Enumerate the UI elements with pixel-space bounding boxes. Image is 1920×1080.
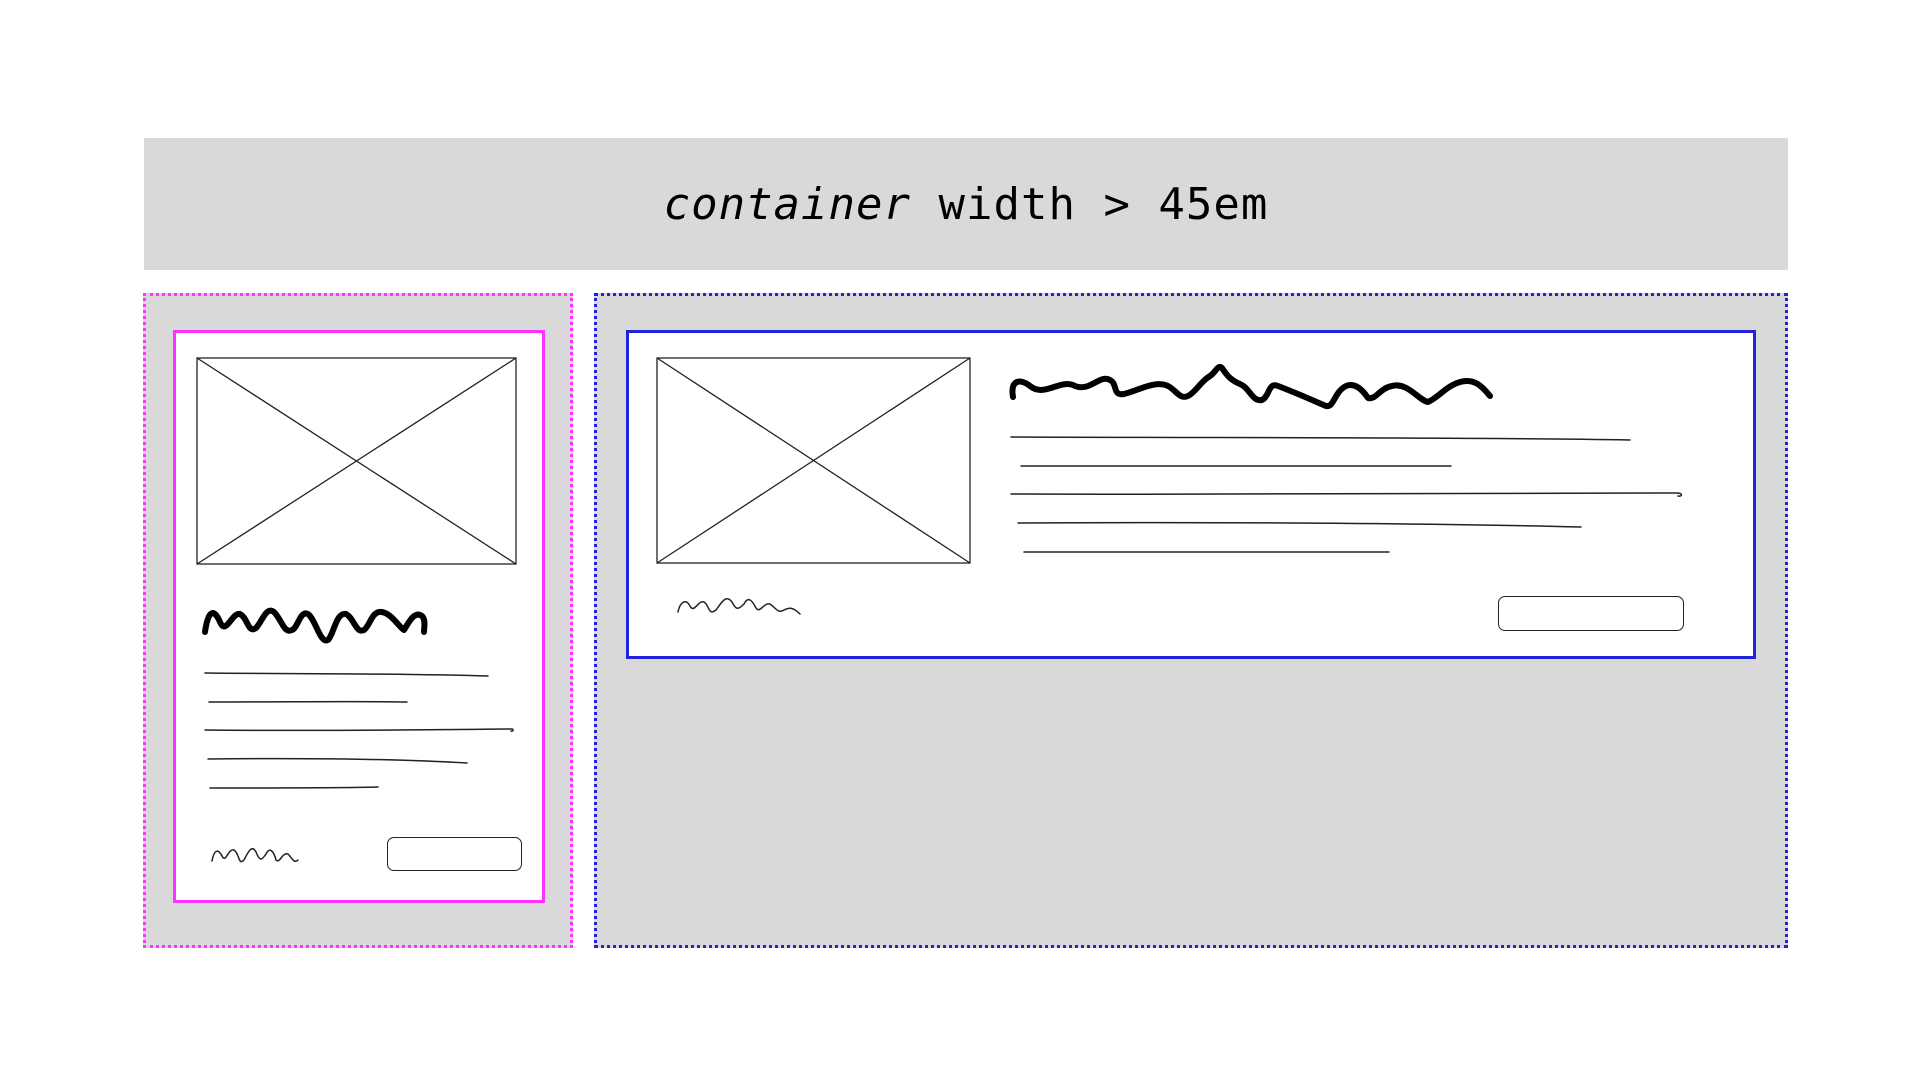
container-query-banner: container width > 45em <box>144 138 1788 270</box>
card-narrow-stacked <box>173 330 545 903</box>
banner-keyword: container <box>663 178 912 230</box>
banner-label: container width > 45em <box>664 179 1269 230</box>
button-placeholder <box>1498 596 1684 631</box>
banner-condition: width > 45em <box>911 178 1269 230</box>
button-placeholder <box>387 837 522 871</box>
